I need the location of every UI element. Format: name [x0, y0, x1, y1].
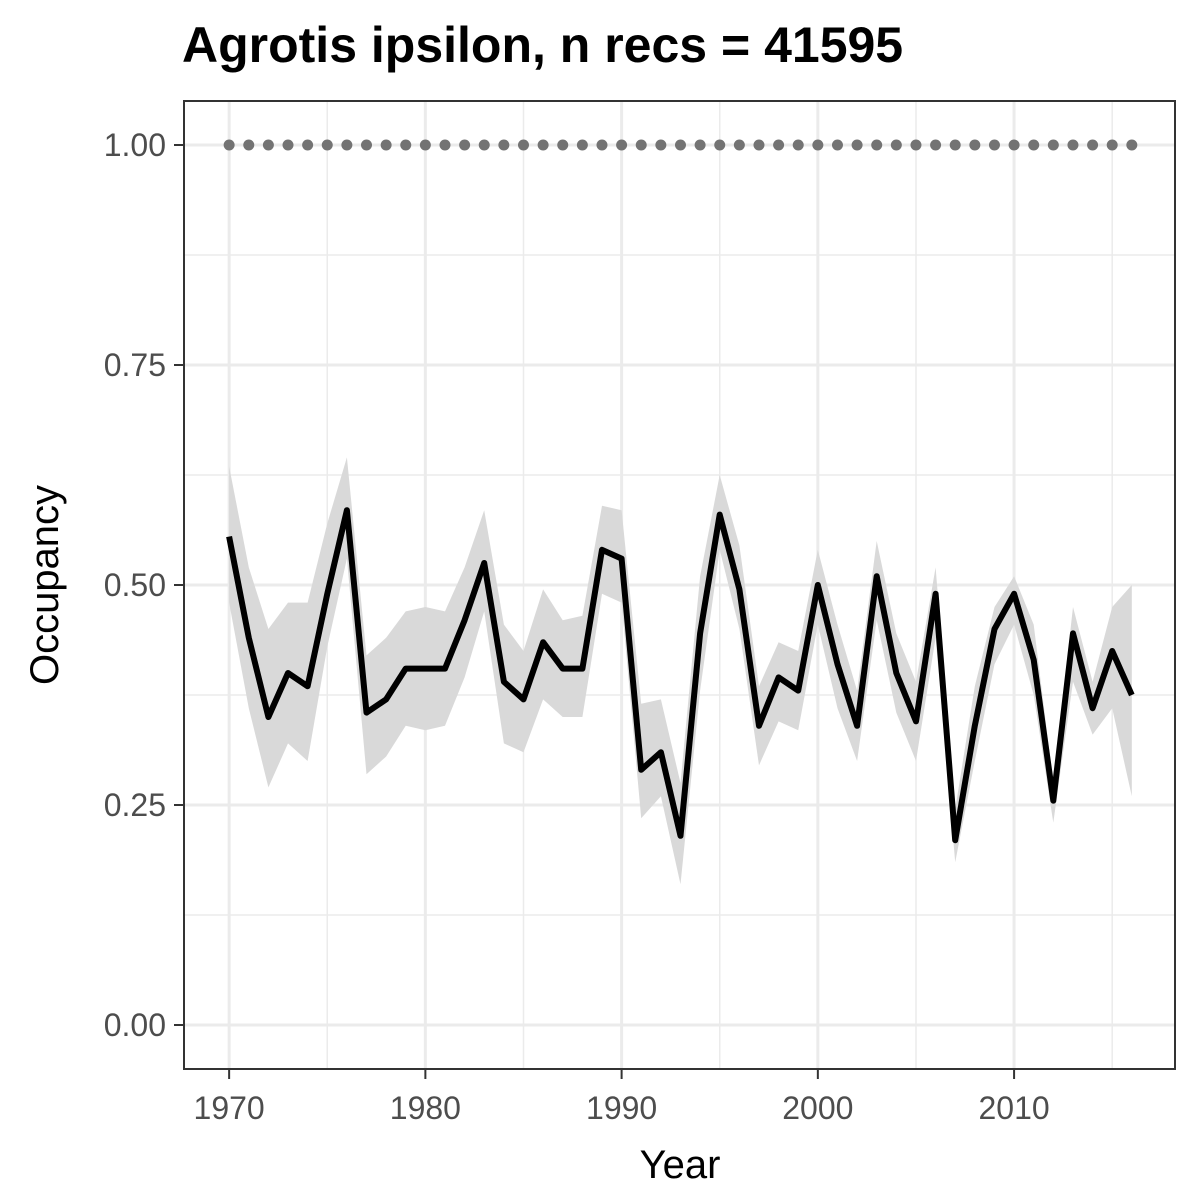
- reference-point: [537, 139, 549, 151]
- reference-point: [1047, 139, 1059, 151]
- x-axis: 1970 1980 1990 2000 2010: [194, 1069, 1050, 1126]
- reference-point: [1126, 139, 1138, 151]
- reference-point: [459, 139, 471, 151]
- reference-point: [674, 139, 686, 151]
- y-tick-label: 0.50: [104, 567, 166, 603]
- x-tick-label: 1980: [390, 1090, 461, 1126]
- plot-panel: [183, 100, 1176, 1070]
- reference-point: [694, 139, 706, 151]
- reference-point: [969, 139, 981, 151]
- reference-point: [792, 139, 804, 151]
- reference-point: [557, 139, 569, 151]
- reference-point: [635, 139, 647, 151]
- reference-point: [361, 139, 373, 151]
- reference-point: [871, 139, 883, 151]
- y-tick-label: 0.00: [104, 1007, 166, 1043]
- reference-point: [282, 139, 294, 151]
- reference-point: [576, 139, 588, 151]
- reference-point: [616, 139, 628, 151]
- x-axis-title: Year: [640, 1143, 721, 1187]
- reference-point: [321, 139, 333, 151]
- reference-point: [812, 139, 824, 151]
- chart-title: Agrotis ipsilon, n recs = 41595: [182, 17, 903, 73]
- y-tick-label: 0.75: [104, 347, 166, 383]
- reference-point: [655, 139, 667, 151]
- y-axis-title: Occupancy: [23, 485, 67, 685]
- y-tick-label: 1.00: [104, 127, 166, 163]
- reference-points: [223, 139, 1138, 151]
- reference-point: [1087, 139, 1099, 151]
- reference-point: [773, 139, 785, 151]
- reference-point: [380, 139, 392, 151]
- x-tick-label: 2000: [782, 1090, 853, 1126]
- reference-point: [930, 139, 942, 151]
- reference-point: [831, 139, 843, 151]
- reference-point: [419, 139, 431, 151]
- reference-point: [851, 139, 863, 151]
- reference-point: [341, 139, 353, 151]
- reference-point: [596, 139, 608, 151]
- y-tick-label: 0.25: [104, 787, 166, 823]
- reference-point: [223, 139, 235, 151]
- reference-point: [988, 139, 1000, 151]
- occupancy-line: [226, 507, 1135, 844]
- reference-point: [733, 139, 745, 151]
- reference-point: [1028, 139, 1040, 151]
- reference-point: [753, 139, 765, 151]
- reference-point: [400, 139, 412, 151]
- y-axis: 0.00 0.25 0.50 0.75 1.00: [104, 127, 184, 1043]
- reference-point: [262, 139, 274, 151]
- reference-point: [949, 139, 961, 151]
- reference-point: [243, 139, 255, 151]
- reference-point: [910, 139, 922, 151]
- reference-point: [890, 139, 902, 151]
- x-tick-label: 2010: [978, 1090, 1049, 1126]
- reference-point: [1067, 139, 1079, 151]
- x-tick-label: 1990: [586, 1090, 657, 1126]
- reference-point: [439, 139, 451, 151]
- reference-point: [714, 139, 726, 151]
- reference-point: [517, 139, 529, 151]
- reference-point: [498, 139, 510, 151]
- reference-point: [302, 139, 314, 151]
- reference-point: [478, 139, 490, 151]
- x-tick-label: 1970: [194, 1090, 265, 1126]
- reference-point: [1008, 139, 1020, 151]
- reference-point: [1106, 139, 1118, 151]
